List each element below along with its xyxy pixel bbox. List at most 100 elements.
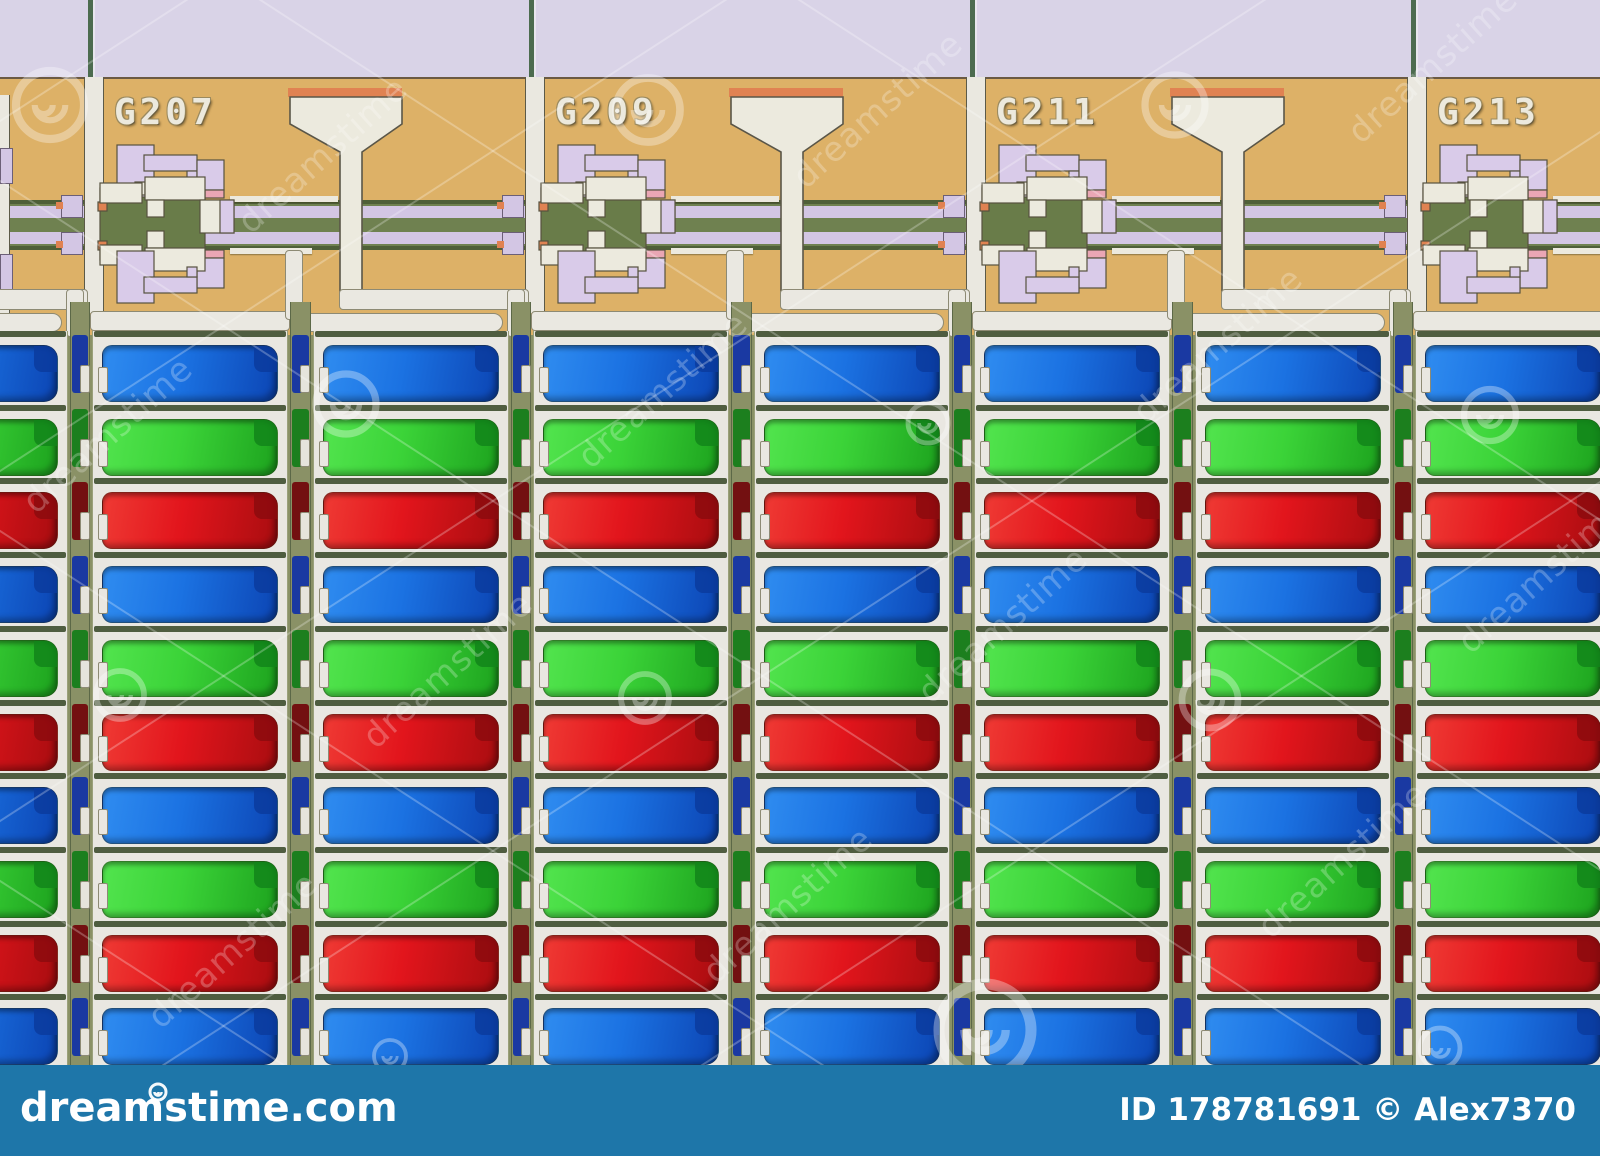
bar-corner-shade: [1136, 419, 1159, 446]
bar-left-notch: [759, 735, 770, 762]
gap-contact-tab: [961, 807, 972, 836]
row-separator-line: [535, 773, 727, 780]
row-separator-line: [1417, 625, 1600, 632]
bar-corner-shade: [915, 419, 939, 446]
row-separator-line: [976, 331, 1168, 337]
subpixel-bar-red: [763, 934, 940, 992]
bar-corner-shade: [474, 788, 498, 815]
bar-corner-shade: [1577, 346, 1600, 372]
bar-left-notch: [980, 514, 990, 541]
bar-corner-shade: [1136, 788, 1159, 815]
gate-end-dot: [497, 202, 504, 209]
gate-end-dot: [938, 202, 945, 209]
subpixel-bar-blue: [322, 787, 499, 845]
gap-contact-tab: [300, 807, 310, 836]
subpixel-bar-blue: [102, 1008, 278, 1066]
subpixel-bar-red: [543, 934, 719, 992]
gate-label: G209: [555, 92, 658, 133]
row-separator-line: [94, 699, 286, 706]
gate-end-tab: [502, 232, 524, 255]
row-separator-line: [1417, 994, 1600, 1001]
gate-label: G207: [114, 92, 217, 133]
row-separator-line: [755, 331, 948, 337]
watermark-spiral-icon: [11, 66, 89, 144]
row-separator-line: [755, 773, 948, 780]
gap-contact-tab: [1402, 733, 1413, 762]
subpixel-bar-green: [1425, 639, 1600, 697]
gap-contact-tab: [300, 1028, 310, 1057]
row-separator-line: [1417, 773, 1600, 780]
bar-corner-shade: [1577, 788, 1600, 815]
bar-left-notch: [759, 367, 770, 393]
bar-left-notch: [318, 1030, 329, 1057]
bar-left-notch: [980, 809, 990, 836]
gate-end-tab: [1384, 195, 1406, 218]
bar-corner-shade: [1356, 1009, 1380, 1036]
bar-left-notch: [1421, 588, 1431, 615]
bar-left-notch: [539, 809, 549, 836]
bar-left-notch: [980, 735, 990, 762]
gap-contact-tab: [961, 733, 972, 762]
data-line-top: [88, 0, 95, 77]
subpixel-bar-blue: [1425, 566, 1600, 624]
subpixel-bar-blue: [102, 345, 278, 402]
bar-corner-shade: [33, 788, 57, 815]
gap-contact-tab: [79, 365, 90, 393]
gap-contact-tab: [79, 880, 90, 909]
bar-left-notch: [539, 367, 549, 393]
column-cap: [90, 311, 290, 331]
subpixel-bar-red: [1204, 492, 1381, 550]
bar-corner-shade: [1136, 935, 1159, 962]
bar-corner-shade: [254, 640, 277, 667]
watermark-footer-bar: [0, 1065, 1600, 1156]
gap-contact-tab: [79, 1028, 90, 1057]
row-separator-line: [0, 699, 66, 706]
subpixel-bar-green: [984, 860, 1160, 918]
bar-left-notch: [1421, 882, 1431, 909]
row-separator-line: [535, 404, 727, 411]
bar-corner-shade: [1356, 788, 1380, 815]
gap-contact-tab: [741, 880, 751, 909]
row-separator-line: [0, 625, 66, 632]
subpixel-bar-green: [1204, 418, 1381, 476]
gap-contact-tab: [741, 733, 751, 762]
gate-end-tab: [502, 195, 524, 218]
gap-contact-tab: [1402, 659, 1413, 688]
bar-corner-shade: [915, 567, 939, 594]
gap-contact-tab: [1182, 954, 1192, 983]
bar-corner-shade: [1136, 493, 1159, 520]
gate-end-dot: [497, 241, 504, 248]
subpixel-bar-red: [322, 934, 499, 992]
gate-end-dot: [938, 241, 945, 248]
bar-corner-shade: [1577, 640, 1600, 667]
watermark-spiral-icon: [92, 667, 148, 723]
watermark-spiral-icon: [904, 399, 952, 447]
bar-left-notch: [318, 440, 329, 467]
bar-left-notch: [539, 440, 549, 467]
bar-corner-shade: [1356, 640, 1380, 667]
row-separator-line: [1196, 478, 1389, 485]
row-separator-line: [976, 773, 1168, 780]
row-separator-line: [1417, 699, 1600, 706]
bar-left-notch: [1421, 809, 1431, 836]
bar-left-notch: [318, 735, 329, 762]
gap-contact-tab: [300, 438, 310, 467]
bar-left-notch: [1200, 809, 1211, 836]
subpixel-bar-blue: [984, 345, 1160, 402]
gap-contact-tab: [300, 365, 310, 393]
row-separator-line: [314, 625, 507, 632]
row-separator-line: [755, 478, 948, 485]
bar-left-notch: [1200, 367, 1211, 393]
bar-left-notch: [98, 440, 108, 467]
bar-corner-shade: [474, 1009, 498, 1036]
subpixel-bar-green: [984, 418, 1160, 476]
subpixel-bar-blue: [984, 566, 1160, 624]
bar-left-notch: [1200, 882, 1211, 909]
row-separator-line: [314, 994, 507, 1001]
bar-left-notch: [980, 367, 990, 393]
gap-contact-tab: [741, 659, 751, 688]
subpixel-bar-red: [1425, 492, 1600, 550]
gap-contact-tab: [520, 438, 531, 467]
gate-end-tab: [61, 195, 83, 218]
